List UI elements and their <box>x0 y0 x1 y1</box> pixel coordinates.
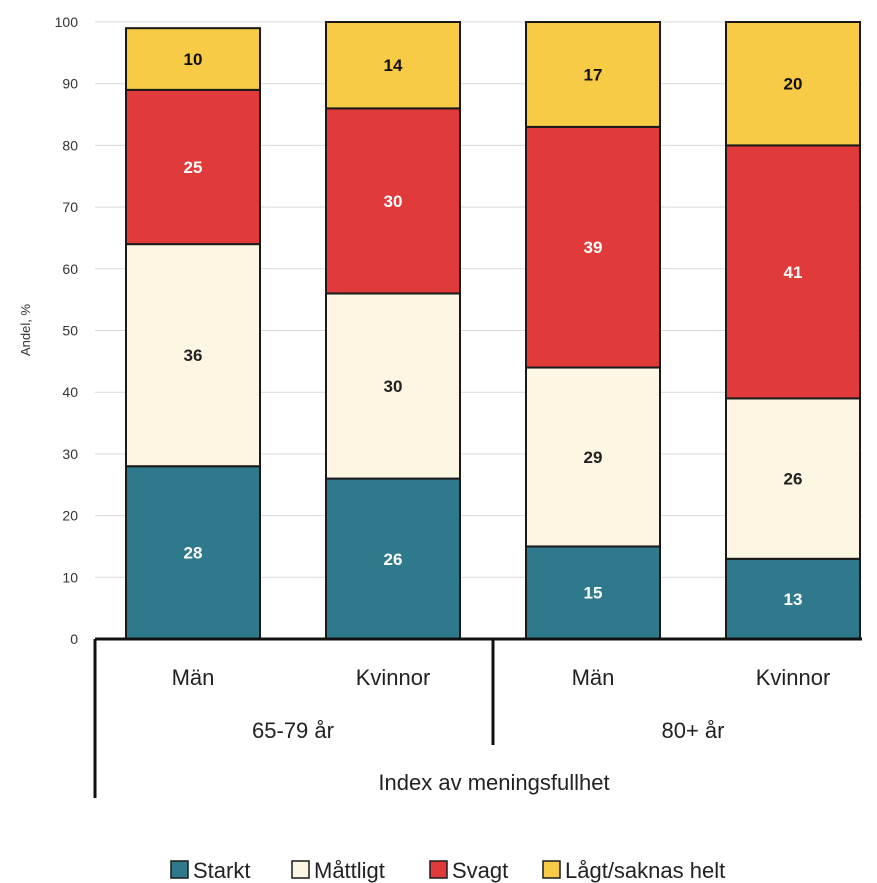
bar-segment-starkt <box>125 465 261 640</box>
bar-segment-måttligt <box>125 243 261 468</box>
bar-segment-svagt <box>125 88 261 246</box>
x-axis-lines <box>93 637 862 798</box>
group-label: 65-79 år <box>252 718 334 743</box>
legend: Starkt Måttligt Svagt Lågt/saknas helt <box>170 858 725 883</box>
y-tick-label: 100 <box>55 14 79 30</box>
bar-segment-lågt-saknas-helt <box>725 21 861 147</box>
y-tick-label: 50 <box>62 323 78 339</box>
data-label: 39 <box>584 238 603 257</box>
data-label: 29 <box>584 448 603 467</box>
y-tick-label: 20 <box>62 508 78 524</box>
legend-label: Måttligt <box>314 858 385 883</box>
bar-segment-måttligt <box>725 397 861 560</box>
y-tick-label: 10 <box>62 569 78 585</box>
x-axis-groups: 65-79 år 80+ år <box>252 718 724 743</box>
x-axis-title: Index av meningsfullhet <box>378 770 609 795</box>
data-label: 14 <box>384 56 403 75</box>
legend-swatch <box>429 860 448 879</box>
data-label: 20 <box>784 75 803 94</box>
category-label: Kvinnor <box>756 665 831 690</box>
legend-label: Starkt <box>193 858 250 883</box>
bars: 28 36 25 10 26 30 30 14 15 29 39 17 13 26 41 20 <box>125 21 861 641</box>
legend-label: Svagt <box>452 858 508 883</box>
y-tick-label: 80 <box>62 137 78 153</box>
bar-segment-starkt <box>525 545 661 641</box>
bar-segment-måttligt <box>525 366 661 548</box>
category-label: Män <box>572 665 615 690</box>
bar-segment-svagt <box>525 125 661 369</box>
legend-swatch <box>542 860 561 879</box>
data-label: 25 <box>184 158 203 177</box>
bar-segment-lågt-saknas-helt <box>325 21 461 110</box>
category-label: Kvinnor <box>356 665 431 690</box>
legend-swatch <box>291 860 310 879</box>
data-label: 13 <box>784 590 803 609</box>
group-label: 80+ år <box>662 718 725 743</box>
y-axis-ticks: 0 10 20 30 40 50 60 70 80 90 100 <box>55 14 79 647</box>
data-label: 26 <box>384 550 403 569</box>
data-label: 30 <box>384 192 403 211</box>
data-label: 41 <box>784 263 803 282</box>
data-label: 28 <box>184 544 203 563</box>
data-label: 10 <box>184 50 203 69</box>
data-label: 15 <box>584 584 603 603</box>
data-label: 30 <box>384 377 403 396</box>
y-tick-label: 40 <box>62 384 78 400</box>
y-tick-label: 0 <box>70 631 78 647</box>
bar-segment-lågt-saknas-helt <box>125 27 261 91</box>
legend-swatch <box>170 860 189 879</box>
y-tick-label: 70 <box>62 199 78 215</box>
y-tick-label: 30 <box>62 446 78 462</box>
y-tick-label: 90 <box>62 76 78 92</box>
data-label: 36 <box>184 346 203 365</box>
data-label: 17 <box>584 65 603 84</box>
legend-label: Lågt/saknas helt <box>565 858 725 883</box>
bar-segment-lågt-saknas-helt <box>525 21 661 128</box>
y-axis-label: Andel, % <box>18 304 33 356</box>
category-label: Män <box>172 665 215 690</box>
data-label: 26 <box>784 470 803 489</box>
y-tick-label: 60 <box>62 261 78 277</box>
bar-segment-starkt <box>725 557 861 640</box>
bar-segment-svagt <box>725 144 861 400</box>
x-axis-categories: Män Kvinnor Män Kvinnor <box>172 665 831 690</box>
bar-segment-svagt <box>325 107 461 295</box>
